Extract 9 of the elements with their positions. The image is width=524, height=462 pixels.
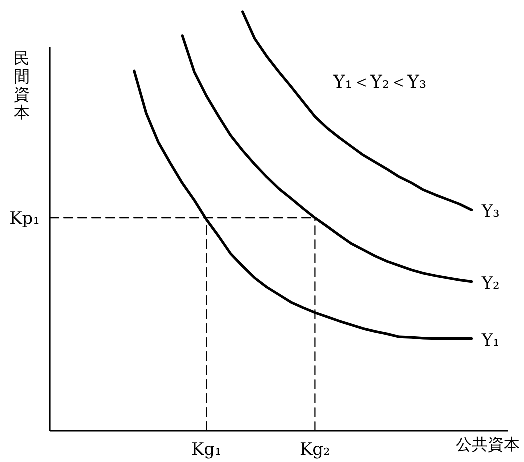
series-label: Y₂ — [480, 274, 500, 294]
y-axis-title: 民間資本 — [14, 49, 30, 122]
series-label: Y₁ — [480, 330, 500, 351]
annotation: Y₁＜Y₂＜Y₃ — [332, 72, 427, 93]
text: Kp₁ — [10, 209, 40, 230]
series-label: Y₃ — [480, 202, 500, 222]
x-axis-title: 公共資本 — [456, 435, 520, 454]
x-tick-label: Kg₁ — [191, 440, 222, 460]
x-tick-label: Kg₂ — [300, 440, 330, 460]
